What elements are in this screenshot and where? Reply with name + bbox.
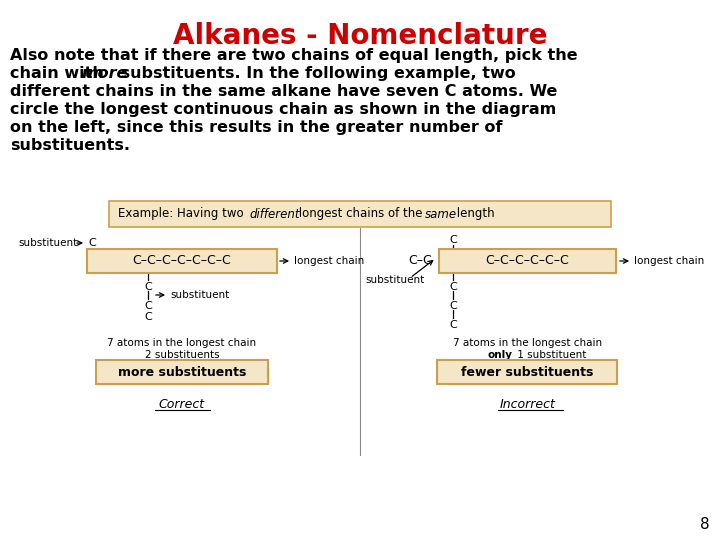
Text: Alkanes - Nomenclature: Alkanes - Nomenclature — [173, 22, 547, 50]
Text: C: C — [88, 238, 96, 248]
FancyBboxPatch shape — [109, 201, 611, 227]
Text: Incorrect: Incorrect — [500, 398, 555, 411]
Text: C: C — [449, 282, 457, 292]
Text: 1 substituent: 1 substituent — [515, 350, 587, 360]
Text: 8: 8 — [701, 517, 710, 532]
Text: C: C — [449, 320, 457, 330]
FancyBboxPatch shape — [439, 249, 616, 273]
Text: fewer substituents: fewer substituents — [462, 366, 594, 379]
Text: length: length — [453, 207, 495, 220]
FancyBboxPatch shape — [96, 360, 268, 384]
Text: substituent: substituent — [365, 275, 424, 285]
Text: more substituents: more substituents — [118, 366, 246, 379]
Text: substituents.: substituents. — [10, 138, 130, 153]
Text: C: C — [144, 301, 152, 311]
Text: C: C — [144, 282, 152, 292]
Text: only: only — [487, 350, 513, 360]
Text: 7 atoms in the longest chain: 7 atoms in the longest chain — [453, 338, 602, 348]
FancyBboxPatch shape — [87, 249, 277, 273]
Text: longest chain: longest chain — [294, 256, 364, 266]
Text: C–C–C–C–C–C: C–C–C–C–C–C — [485, 254, 570, 267]
Text: C: C — [449, 235, 457, 245]
Text: chain with: chain with — [10, 66, 109, 81]
Text: on the left, since this results in the greater number of: on the left, since this results in the g… — [10, 120, 503, 135]
Text: different chains in the same alkane have seven C atoms. We: different chains in the same alkane have… — [10, 84, 557, 99]
Text: more: more — [82, 66, 128, 81]
Text: substituent: substituent — [18, 238, 77, 248]
Text: C: C — [449, 301, 457, 311]
Text: C: C — [144, 312, 152, 322]
Text: Correct: Correct — [159, 398, 205, 411]
FancyBboxPatch shape — [437, 360, 617, 384]
Text: longest chains of the: longest chains of the — [295, 207, 426, 220]
Text: 2 substituents: 2 substituents — [145, 350, 220, 360]
Text: circle the longest continuous chain as shown in the diagram: circle the longest continuous chain as s… — [10, 102, 557, 117]
Text: Example: Having two: Example: Having two — [118, 207, 248, 220]
Text: substituent: substituent — [170, 290, 229, 300]
Text: same: same — [425, 207, 457, 220]
Text: longest chain: longest chain — [634, 256, 704, 266]
Text: C–C: C–C — [408, 254, 432, 267]
Text: different: different — [249, 207, 300, 220]
Text: C–C–C–C–C–C–C: C–C–C–C–C–C–C — [132, 254, 231, 267]
Text: substituents. In the following example, two: substituents. In the following example, … — [115, 66, 516, 81]
Text: 7 atoms in the longest chain: 7 atoms in the longest chain — [107, 338, 256, 348]
Text: Also note that if there are two chains of equal length, pick the: Also note that if there are two chains o… — [10, 48, 577, 63]
